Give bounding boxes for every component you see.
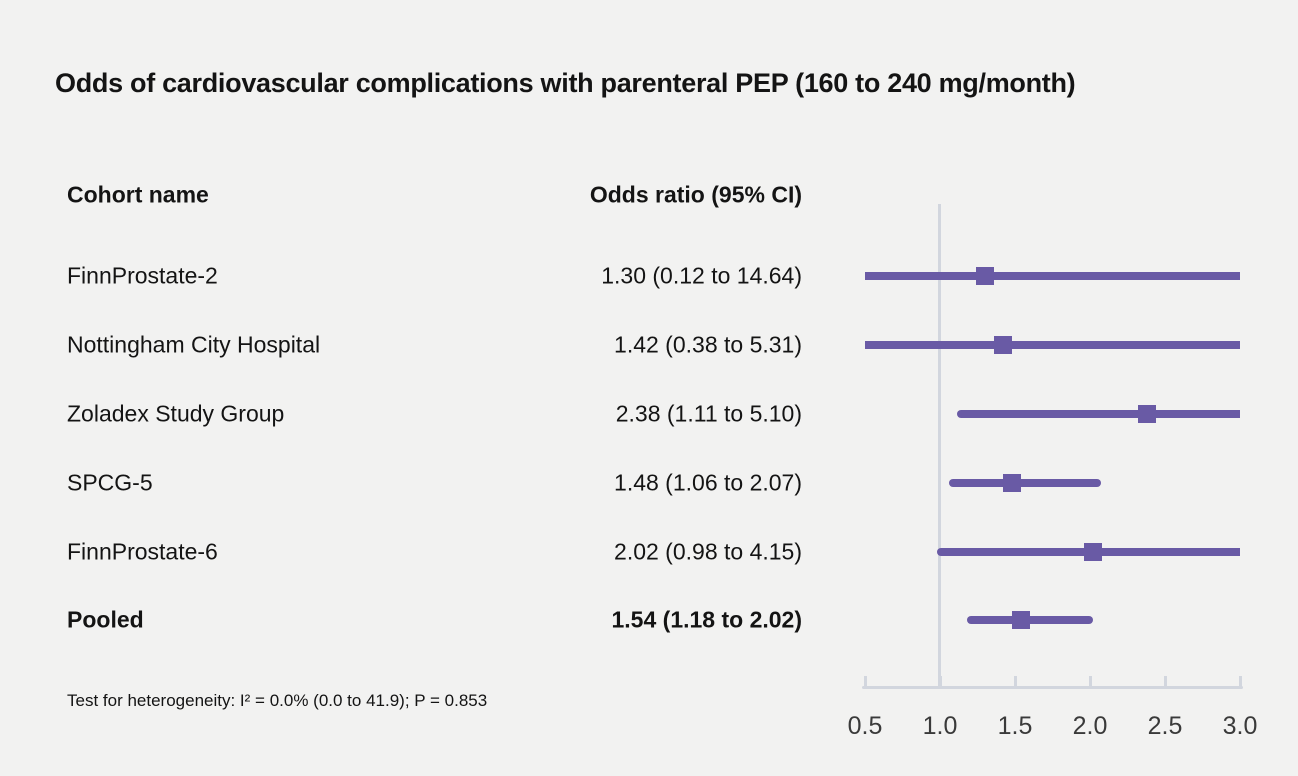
x-axis-tick (1163, 676, 1167, 687)
x-axis-tick-label: 0.5 (847, 712, 883, 740)
x-axis-line (862, 686, 1243, 689)
odds-ratio-point-marker (994, 336, 1012, 354)
x-axis-tick (1013, 676, 1017, 687)
odds-ratio-value: 2.02 (0.98 to 4.15) (614, 538, 802, 564)
confidence-interval-bar (967, 616, 1093, 624)
odds-ratio-value: 1.54 (1.18 to 2.02) (611, 606, 803, 633)
cohort-label: FinnProstate-6 (67, 538, 218, 564)
confidence-interval-bar (956, 410, 1240, 418)
x-axis-tick (938, 676, 942, 687)
x-axis-tick-label: 2.0 (1072, 712, 1108, 740)
reference-line-1.0 (938, 204, 941, 688)
confidence-interval-bar (865, 341, 1240, 349)
cohort-column-header: Cohort name (67, 181, 209, 208)
odds-ratio-column-header: Odds ratio (95% CI) (589, 181, 802, 208)
odds-ratio-point-marker (1138, 405, 1156, 423)
confidence-interval-bar (949, 479, 1101, 487)
odds-ratio-point-marker (1012, 611, 1030, 629)
x-axis-tick-label: 1.0 (922, 712, 958, 740)
odds-ratio-value: 1.48 (1.06 to 2.07) (614, 469, 802, 496)
cohort-label: FinnProstate-2 (67, 262, 218, 289)
x-axis-tick-label: 2.5 (1147, 712, 1183, 740)
confidence-interval-bar (865, 272, 1240, 280)
cohort-label: SPCG-5 (67, 469, 153, 496)
odds-ratio-value: 1.30 (0.12 to 14.64) (601, 262, 802, 289)
x-axis-tick (863, 676, 867, 687)
x-axis-tick (1238, 676, 1242, 687)
odds-ratio-point-marker (1003, 474, 1021, 492)
cohort-label: Zoladex Study Group (67, 400, 285, 427)
x-axis-tick-label: 3.0 (1222, 712, 1258, 740)
x-axis-tick-label: 1.5 (997, 712, 1033, 740)
odds-ratio-value: 2.38 (1.11 to 5.10) (615, 400, 802, 427)
cohort-label: Nottingham City Hospital (67, 331, 321, 358)
odds-ratio-point-marker (976, 267, 994, 285)
heterogeneity-note: Test for heterogeneity: I² = 0.0% (0.0 t… (67, 691, 488, 710)
x-axis-tick (1088, 676, 1092, 687)
odds-ratio-value: 1.42 (0.38 to 5.31) (614, 331, 802, 358)
odds-ratio-point-marker (1084, 542, 1102, 561)
figure-title: Odds of cardiovascular complications wit… (55, 68, 1076, 98)
cohort-label: Pooled (67, 606, 144, 633)
